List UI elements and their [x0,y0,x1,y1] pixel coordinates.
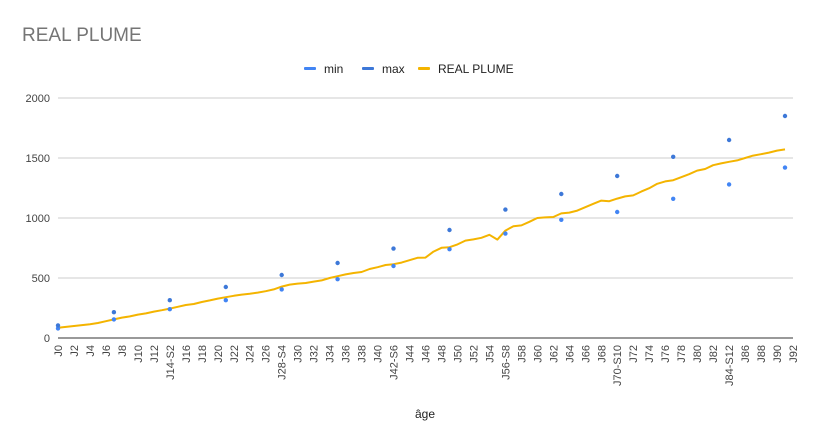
point-min-j91 [782,165,788,170]
x-tick-label-j42-s6: J42-S6 [389,345,401,380]
x-tick-label-j90: J90 [772,345,784,363]
x-tick-label-j60: J60 [532,345,544,363]
x-tick-label-j28-s4: J28-S4 [277,345,289,380]
legend-swatch-max [362,67,374,70]
x-tick-label-j18: J18 [197,345,209,363]
point-max-j77 [671,154,676,159]
x-tick-label-j32: J32 [309,345,321,363]
x-tick-label-j40: J40 [373,345,385,363]
x-tick-label-j0: J0 [53,345,65,357]
point-min-j7 [111,317,117,322]
x-tick-label-j8: J8 [117,345,129,357]
x-axis-ticks: J0 J2 J4 J6 J8 J10 J12 J14-S2 J16 J18 J20 J22 J24 J26… [53,345,800,386]
point-min-j63 [559,217,564,222]
point-min-j49 [447,247,452,252]
y-tick-label: 1500 [26,153,50,165]
legend-label-min: min [324,62,343,76]
point-max-j7 [111,310,117,315]
x-tick-label-j74: J74 [644,345,656,363]
x-tick-label-j72: J72 [628,345,640,363]
y-axis-ticks: 0 500 1000 1500 2000 [26,93,50,345]
x-tick-label-j12: J12 [149,345,161,363]
point-max-j49 [447,227,452,233]
x-tick-label-j66: J66 [580,345,592,363]
point-min-j28 [279,287,284,292]
x-tick-label-j22: J22 [229,345,241,363]
point-max-j70 [615,173,620,179]
point-min-j14 [167,307,172,312]
x-tick-label-j20: J20 [213,345,225,363]
point-min-j35 [335,277,340,282]
point-max-j35 [335,260,340,266]
x-tick-label-j78: J78 [676,345,688,363]
x-tick-label-j56-s8: J56-S8 [500,345,512,380]
chart-grid [58,97,793,339]
legend-label-max: max [382,62,405,76]
x-tick-label-j68: J68 [596,345,608,363]
point-max-j42 [391,246,396,251]
point-min-j56 [503,231,508,236]
series-real-plume [57,148,786,329]
legend-swatch-real-plume [418,67,430,70]
x-tick-label-j44: J44 [405,345,417,363]
y-tick-label: 2000 [26,93,50,105]
line-real-plume [57,148,786,329]
x-tick-label-j4: J4 [85,345,97,357]
x-tick-label-j64: J64 [564,345,576,363]
x-tick-label-j34: J34 [325,345,337,363]
x-tick-label-j58: J58 [516,345,528,363]
x-tick-label-j24: J24 [245,345,257,363]
legend-label-real-plume: REAL PLUME [438,62,514,76]
x-tick-label-j26: J26 [261,345,273,363]
point-min-j70 [615,209,620,215]
point-max-j56 [503,207,508,212]
point-min-j77 [671,196,676,201]
point-min-j21 [223,298,228,303]
y-tick-label: 0 [44,333,50,345]
point-max-j63 [559,191,564,197]
x-tick-label-j36: J36 [341,345,353,363]
point-max-j28 [279,272,284,278]
y-tick-label: 1000 [26,213,50,225]
x-tick-label-j86: J86 [740,345,752,363]
x-tick-label-j82: J82 [708,345,720,363]
x-tick-label-j38: J38 [357,345,369,363]
x-tick-label-j52: J52 [468,345,480,363]
x-tick-label-j10: J10 [133,345,145,363]
point-min-j42 [391,263,396,269]
x-tick-label-j76: J76 [660,345,672,363]
point-max-j91 [782,113,788,119]
y-tick-label: 500 [32,273,50,285]
x-tick-label-j30: J30 [293,345,305,363]
x-tick-label-j16: J16 [181,345,193,363]
point-max-j14 [167,298,172,303]
x-tick-label-j84-s12: J84-S12 [724,345,736,386]
series-min [55,165,788,331]
x-tick-label-j92: J92 [788,345,800,363]
x-tick-label-j62: J62 [548,345,560,363]
x-tick-label-j88: J88 [756,345,768,363]
legend-swatch-min [304,67,316,70]
x-tick-label-j46: J46 [421,345,433,363]
point-max-j84 [726,137,732,143]
x-tick-label-j14-s2: J14-S2 [165,345,177,380]
x-axis-title: âge [415,407,435,421]
point-max-j0 [55,323,61,328]
x-tick-label-j2: J2 [69,345,81,357]
x-tick-label-j6: J6 [101,345,113,357]
series-max [55,113,788,328]
chart-legend: min max REAL PLUME [304,62,514,76]
x-tick-label-j50: J50 [452,345,464,363]
x-tick-label-j54: J54 [484,345,496,363]
point-min-j84 [726,182,732,187]
x-tick-label-j80: J80 [692,345,704,363]
x-tick-label-j70-s10: J70-S10 [612,345,624,386]
x-tick-label-j48: J48 [436,345,448,363]
chart-title: REAL PLUME [22,25,142,46]
point-max-j21 [223,284,228,290]
